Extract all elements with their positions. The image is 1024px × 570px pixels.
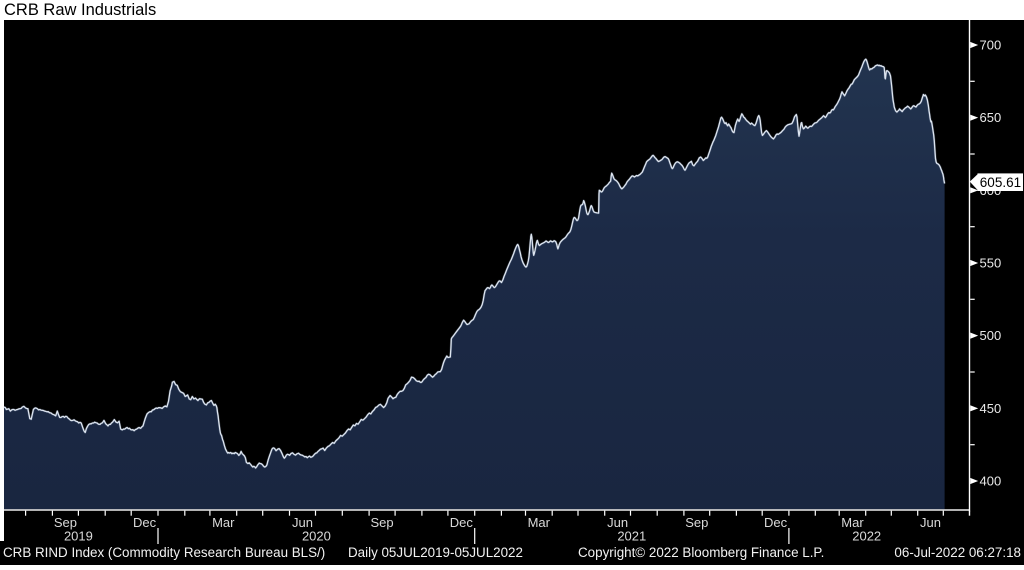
svg-text:Jun: Jun: [292, 515, 313, 530]
svg-text:700: 700: [980, 38, 1002, 53]
svg-text:605.61: 605.61: [980, 175, 1021, 190]
svg-text:Sep: Sep: [54, 515, 77, 530]
svg-text:CRB Raw Industrials: CRB Raw Industrials: [4, 1, 156, 19]
svg-text:2020: 2020: [302, 529, 331, 544]
svg-text:450: 450: [980, 401, 1002, 416]
svg-text:Mar: Mar: [528, 515, 551, 530]
svg-text:Sep: Sep: [371, 515, 394, 530]
svg-text:Dec: Dec: [133, 515, 157, 530]
svg-text:Sep: Sep: [685, 515, 708, 530]
svg-text:Dec: Dec: [764, 515, 788, 530]
svg-text:2019: 2019: [64, 529, 93, 544]
svg-text:06-Jul-2022 06:27:18: 06-Jul-2022 06:27:18: [894, 545, 1021, 560]
svg-text:Daily 05JUL2019-05JUL2022: Daily 05JUL2019-05JUL2022: [348, 545, 523, 560]
svg-text:Mar: Mar: [212, 515, 235, 530]
svg-text:2022: 2022: [852, 529, 881, 544]
svg-text:Jun: Jun: [607, 515, 628, 530]
svg-text:650: 650: [980, 110, 1002, 125]
svg-text:500: 500: [980, 328, 1002, 343]
svg-text:Dec: Dec: [450, 515, 474, 530]
svg-text:Mar: Mar: [841, 515, 864, 530]
svg-text:550: 550: [980, 256, 1002, 271]
svg-text:400: 400: [980, 474, 1002, 489]
svg-text:Jun: Jun: [920, 515, 941, 530]
svg-text:2021: 2021: [617, 529, 646, 544]
svg-text:Copyright© 2022 Bloomberg Fina: Copyright© 2022 Bloomberg Finance L.P.: [578, 545, 824, 560]
svg-text:CRB RIND Index (Commodity Rese: CRB RIND Index (Commodity Research Burea…: [3, 545, 325, 560]
